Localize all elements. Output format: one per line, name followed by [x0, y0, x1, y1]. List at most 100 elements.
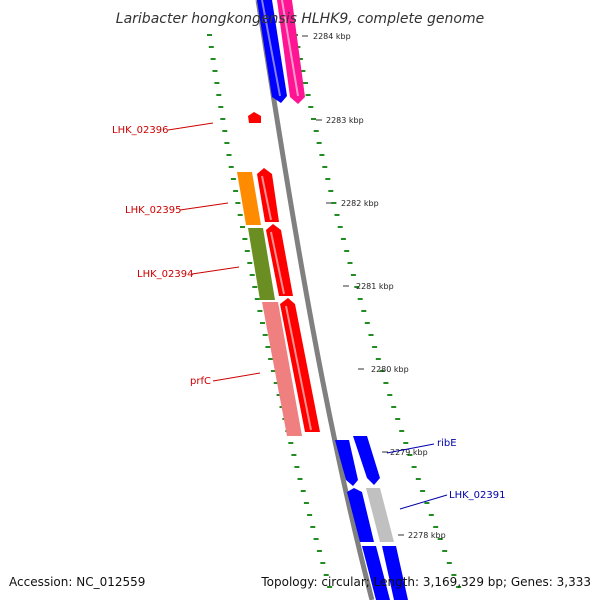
gc-dot [403, 442, 409, 444]
gc-dot [222, 130, 228, 132]
gc-dot [244, 250, 250, 252]
gc-dot [210, 58, 216, 60]
cds-ribE[interactable] [335, 440, 358, 486]
gc-dot [428, 514, 434, 516]
gc-dot [325, 178, 331, 180]
gc-dot [247, 262, 253, 264]
gc-dot [216, 94, 222, 96]
gc-dot [379, 370, 385, 372]
cds-lhk-02396[interactable] [248, 112, 261, 123]
gc-dot [331, 202, 337, 204]
tick-label: 2281 kbp [356, 282, 394, 291]
gc-dot [344, 250, 350, 252]
gc-dot [276, 394, 282, 396]
gc-dot [303, 82, 308, 84]
cds-pink-feature[interactable] [262, 302, 302, 436]
gc-dot [226, 154, 232, 156]
tick-label: 2280 kbp [371, 365, 409, 374]
label-leader [399, 494, 448, 510]
gc-dot [260, 322, 265, 324]
gc-dot [207, 34, 212, 36]
gc-dot [311, 118, 316, 120]
cds-blue-right-top[interactable] [353, 436, 380, 485]
gc-dot [364, 322, 370, 324]
gc-dot [316, 550, 322, 552]
gc-dot [313, 130, 319, 132]
gc-dot [224, 142, 230, 144]
gc-dot [220, 118, 226, 120]
genome-stats-text: Topology: circular; Length: 3,169,329 bp… [260, 575, 591, 589]
gc-dot [307, 514, 313, 516]
gc-dot [228, 166, 234, 168]
gc-dot [237, 214, 243, 216]
gc-dot [350, 274, 356, 276]
cds-olive-feature[interactable] [248, 228, 275, 300]
cds-highlight [281, 0, 299, 97]
gc-dot [442, 550, 448, 552]
gc-dot [375, 358, 381, 360]
gc-dot [411, 466, 417, 468]
cds-prfC[interactable] [280, 298, 320, 432]
gc-dot [235, 202, 241, 204]
gc-dot [212, 70, 218, 72]
cds-highlight [261, 0, 281, 97]
gc-dot [433, 526, 439, 528]
gc-dot [297, 58, 303, 60]
cds-grey-feature[interactable] [366, 488, 394, 542]
gc-dot [415, 478, 421, 480]
gc-dot [300, 490, 306, 492]
label-leader [179, 202, 229, 211]
gc-dot [322, 166, 328, 168]
gc-dot [372, 346, 378, 348]
cds-blue-bottom-right[interactable] [382, 546, 408, 600]
gc-dot [242, 238, 248, 240]
tick-label: 2283 kbp [326, 116, 364, 125]
gene-label-lhk-02395[interactable]: LHK_02395 [125, 205, 181, 216]
tick-label: 2282 kbp [341, 199, 379, 208]
gc-dot [320, 562, 326, 564]
gc-dot [407, 454, 413, 456]
gc-dot [300, 70, 306, 72]
cds-lhk-02391[interactable] [347, 488, 374, 542]
gc-dot [233, 190, 239, 192]
gc-dot [319, 154, 325, 156]
gc-dot [354, 286, 360, 288]
gene-label-lhk-02391[interactable]: LHK_02391 [449, 490, 505, 501]
gc-dot [268, 358, 274, 360]
gc-dot [420, 490, 426, 492]
gene-label-ribE[interactable]: ribE [437, 438, 457, 449]
feature-track-outer [237, 0, 408, 600]
gc-dot [291, 454, 297, 456]
label-leader [191, 266, 240, 275]
gc-dot [456, 586, 462, 588]
label-leader [212, 372, 261, 382]
gc-dot [254, 298, 260, 300]
gc-dot [208, 46, 214, 48]
gc-dot [305, 94, 311, 96]
cds-lhk-02395[interactable] [257, 168, 279, 222]
gc-dot [347, 262, 353, 264]
cds-highlight [285, 305, 312, 431]
gene-label-prfC[interactable]: prfC [190, 376, 211, 387]
gene-label-lhk-02396[interactable]: LHK_02396 [112, 125, 168, 136]
gc-dot [391, 406, 397, 408]
gc-dot [323, 574, 329, 576]
gc-dot [361, 310, 367, 312]
gc-dot [327, 586, 333, 588]
gc-dot [399, 430, 405, 432]
gc-dot [273, 382, 279, 384]
gc-dot [240, 226, 245, 228]
gc-dot [451, 574, 457, 576]
gc-dot [218, 106, 224, 108]
gene-label-lhk-02394[interactable]: LHK_02394 [137, 269, 193, 280]
cds-orange-feature[interactable] [237, 172, 261, 225]
gc-dot [337, 226, 343, 228]
gc-dot [310, 526, 316, 528]
gc-dot [368, 334, 374, 336]
cds-blue-bottom-left[interactable] [362, 546, 390, 600]
gc-dot [446, 562, 452, 564]
gc-dot [249, 274, 255, 276]
gc-dot [328, 190, 334, 192]
gc-dot [265, 346, 271, 348]
